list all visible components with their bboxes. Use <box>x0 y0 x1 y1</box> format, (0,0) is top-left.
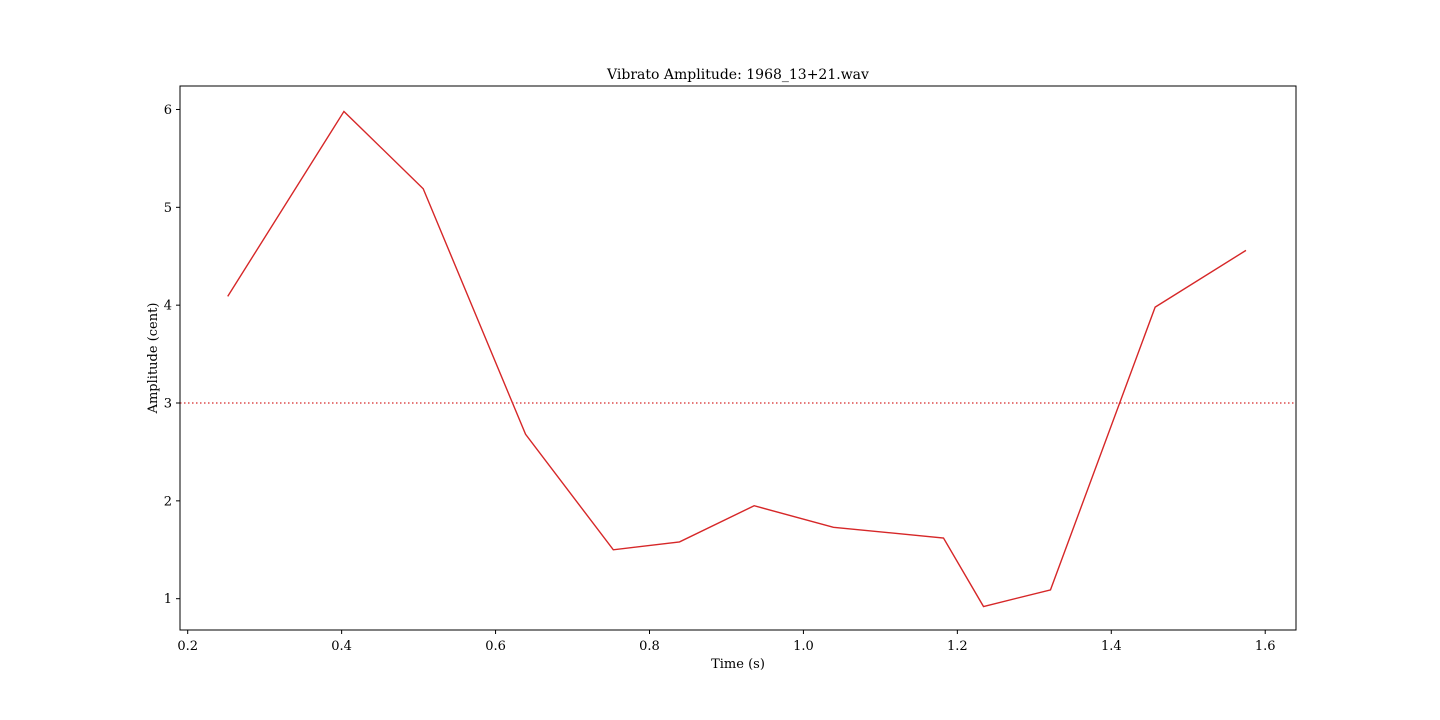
x-tick-label: 1.2 <box>947 639 968 654</box>
x-tick-label: 1.0 <box>793 639 814 654</box>
x-axis: 0.2 0.4 0.6 0.8 1.0 1.2 1.4 1.6 <box>177 630 1276 654</box>
y-axis: 1 2 3 4 5 6 <box>164 103 180 607</box>
y-axis-label: Amplitude (cent) <box>146 303 161 415</box>
x-tick-label: 0.2 <box>177 639 198 654</box>
x-tick-label: 0.6 <box>485 639 506 654</box>
x-tick-label: 1.4 <box>1101 639 1122 654</box>
y-tick-label: 2 <box>164 494 172 509</box>
y-tick-label: 5 <box>164 201 172 216</box>
amplitude-series-line <box>227 110 1247 608</box>
x-tick-label: 0.8 <box>639 639 660 654</box>
x-tick-label: 0.4 <box>331 639 352 654</box>
y-tick-label: 4 <box>164 299 172 314</box>
plot-area <box>180 110 1296 608</box>
x-tick-label: 1.6 <box>1255 639 1276 654</box>
x-axis-label: Time (s) <box>711 657 765 672</box>
y-tick-label: 1 <box>164 592 172 607</box>
y-tick-label: 3 <box>164 397 172 412</box>
y-tick-label: 6 <box>164 103 172 118</box>
chart-title: Vibrato Amplitude: 1968_13+21.wav <box>606 67 869 83</box>
plot-frame <box>179 85 1297 631</box>
